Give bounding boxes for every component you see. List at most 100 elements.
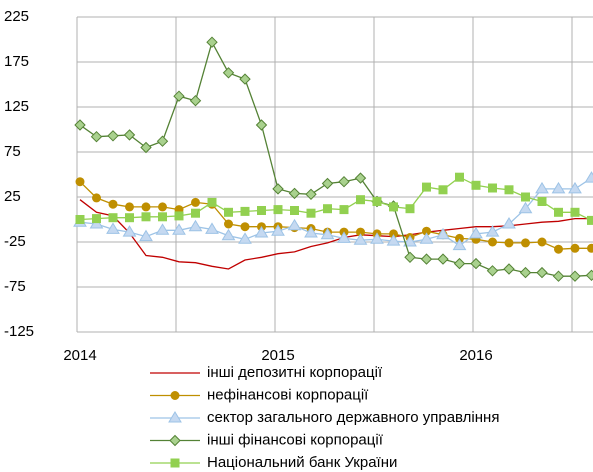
point [568, 181, 582, 194]
point [537, 197, 547, 206]
point [570, 207, 580, 217]
point [287, 218, 302, 231]
point [92, 214, 101, 224]
point [239, 73, 251, 85]
point [189, 94, 202, 107]
point [271, 224, 285, 236]
point [437, 253, 449, 265]
point [207, 197, 217, 207]
point [470, 257, 482, 270]
point [240, 206, 250, 216]
point [587, 243, 593, 253]
point [552, 270, 565, 282]
point [224, 219, 233, 229]
point [504, 185, 514, 195]
point [254, 226, 269, 238]
point [504, 238, 514, 248]
point [372, 197, 382, 206]
point [141, 202, 151, 212]
point [337, 231, 351, 243]
point [238, 232, 252, 244]
point [290, 206, 299, 215]
legend-label: інші фінансові корпорації [207, 431, 384, 448]
point [75, 177, 85, 187]
point [521, 192, 530, 202]
point [570, 243, 580, 253]
point [74, 119, 86, 131]
y-tick-label: 75 [4, 143, 21, 160]
point [257, 206, 266, 215]
point [554, 207, 563, 217]
point [125, 202, 134, 212]
series-line [79, 40, 592, 277]
point [106, 222, 120, 234]
series-line [79, 176, 592, 221]
point [488, 183, 497, 193]
point [139, 229, 153, 242]
point [455, 172, 464, 182]
point [420, 253, 433, 265]
point [323, 204, 332, 214]
point [370, 232, 384, 244]
x-tick-label: 2015 [261, 347, 294, 364]
point [108, 199, 118, 209]
point [188, 219, 203, 232]
point [389, 202, 398, 212]
point [436, 227, 450, 240]
point [123, 129, 136, 141]
point [305, 188, 317, 201]
point [405, 204, 415, 214]
point [404, 251, 416, 264]
legend-label: нефінансові корпорації [207, 386, 369, 403]
point [521, 238, 530, 248]
point [90, 130, 103, 143]
point [306, 208, 316, 218]
series-line [79, 177, 592, 247]
point [419, 232, 434, 244]
point [422, 182, 431, 192]
legend-label: Національний банк України [207, 454, 397, 471]
x-tick-label: 2014 [63, 347, 96, 364]
point [535, 181, 549, 194]
point [107, 130, 119, 142]
point [452, 238, 467, 251]
y-tick-label: 225 [4, 8, 29, 25]
point [141, 212, 151, 222]
point [486, 265, 499, 277]
point [488, 237, 497, 247]
y-tick-label: 25 [4, 188, 21, 205]
point [536, 266, 548, 279]
point [519, 266, 532, 279]
point [255, 119, 268, 131]
point [339, 205, 349, 215]
point [453, 257, 466, 270]
point [551, 181, 566, 194]
legend-marker [168, 411, 182, 423]
point [224, 207, 233, 217]
point [191, 197, 200, 207]
point [338, 175, 350, 188]
point [221, 228, 236, 241]
point [585, 269, 593, 282]
point [158, 202, 167, 212]
legend-label: інші депозитні корпорації [207, 364, 383, 381]
point [75, 215, 85, 224]
point [122, 225, 137, 237]
legend-marker [170, 458, 180, 468]
point [320, 227, 335, 240]
point [438, 185, 448, 195]
y-tick-label: -25 [4, 233, 26, 250]
point [191, 208, 200, 218]
point [587, 215, 593, 225]
point [584, 171, 593, 183]
point [125, 213, 134, 223]
point [272, 183, 284, 195]
point [502, 217, 516, 229]
point [205, 222, 219, 234]
point [304, 226, 318, 238]
point [173, 90, 185, 102]
y-tick-label: 175 [4, 53, 29, 70]
point [569, 270, 581, 282]
point [503, 263, 515, 275]
